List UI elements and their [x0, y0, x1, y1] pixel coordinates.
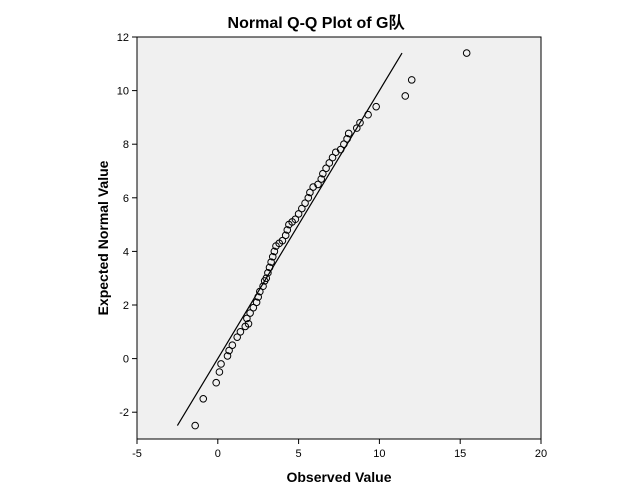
- data-point: [407, 76, 416, 84]
- data-point: [304, 194, 313, 202]
- data-point: [262, 274, 271, 283]
- x-tick-label: 15: [454, 448, 466, 460]
- data-point: [267, 258, 275, 266]
- data-point: [325, 159, 334, 167]
- data-point: [228, 341, 237, 350]
- data-point: [352, 124, 361, 132]
- data-point: [244, 319, 253, 328]
- data-point: [301, 199, 309, 207]
- data-point: [236, 328, 245, 336]
- data-point: [191, 421, 199, 430]
- data-point: [372, 102, 380, 111]
- data-point: [322, 164, 330, 173]
- data-point: [256, 287, 264, 296]
- y-tick-label: 10: [117, 86, 129, 98]
- x-tick-label: 0: [215, 448, 221, 460]
- data-point: [225, 346, 233, 355]
- data-point: [264, 269, 272, 277]
- data-point: [243, 314, 251, 323]
- y-tick-label: 8: [123, 139, 129, 151]
- plot-area: [136, 36, 542, 440]
- data-point: [401, 92, 410, 100]
- data-point: [215, 368, 224, 376]
- x-tick-label: 5: [296, 448, 302, 460]
- data-point: [294, 210, 303, 218]
- data-point: [291, 215, 300, 224]
- x-tick-label: 20: [535, 448, 547, 460]
- data-point: [340, 140, 348, 148]
- chart-title: Normal Q-Q Plot of G队: [228, 13, 406, 32]
- data-point: [254, 293, 263, 301]
- data-point: [317, 175, 326, 183]
- data-point: [259, 282, 267, 291]
- y-tick-label: -2: [119, 407, 129, 419]
- data-point: [217, 360, 225, 368]
- x-axis-title: Observed Value: [286, 469, 391, 485]
- y-tick-label: 0: [123, 354, 129, 366]
- data-points: [191, 49, 471, 430]
- y-tick-label: 12: [117, 32, 129, 44]
- data-point: [252, 298, 261, 307]
- data-point: [246, 309, 254, 317]
- data-point: [265, 263, 274, 272]
- data-point: [336, 145, 345, 154]
- data-point: [298, 204, 306, 213]
- y-axis: -2 0 2 4 6 8 10 12: [117, 32, 137, 419]
- y-tick-label: 4: [123, 246, 129, 258]
- data-point: [212, 378, 220, 387]
- y-tick-label: 6: [123, 193, 129, 205]
- data-point: [343, 135, 351, 143]
- data-point: [462, 49, 471, 57]
- data-point: [344, 129, 353, 138]
- data-point: [223, 352, 232, 360]
- data-point: [281, 231, 290, 240]
- y-tick-label: 2: [123, 300, 129, 312]
- data-point: [356, 118, 364, 127]
- data-point: [319, 169, 327, 178]
- data-point: [283, 226, 292, 234]
- x-axis: -5 0 5 10 15 20: [132, 439, 547, 460]
- data-point: [268, 252, 277, 261]
- data-point: [199, 395, 208, 403]
- data-point: [306, 188, 314, 197]
- x-tick-label: -5: [132, 448, 142, 460]
- data-point: [328, 153, 337, 162]
- data-point: [249, 303, 258, 312]
- data-point: [278, 236, 287, 245]
- x-tick-label: 10: [373, 448, 385, 460]
- y-axis-title: Expected Normal Value: [95, 160, 111, 315]
- data-point: [364, 110, 372, 119]
- data-point: [233, 333, 241, 341]
- data-point: [314, 180, 322, 189]
- data-point: [270, 247, 279, 256]
